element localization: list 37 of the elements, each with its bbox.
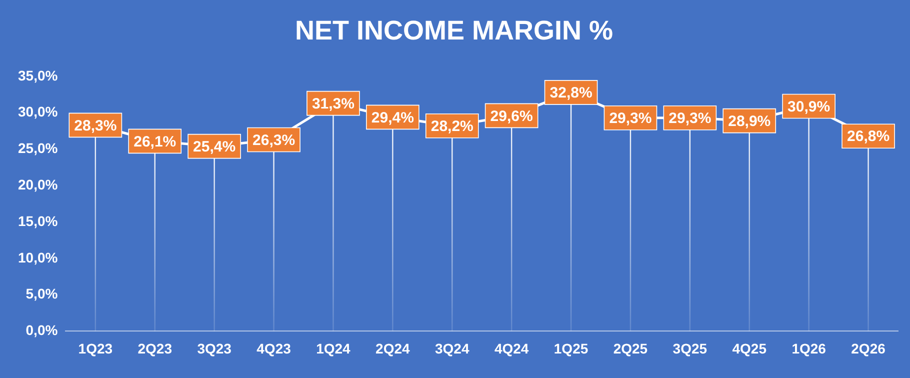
y-tick-label: 35,0% <box>18 67 58 84</box>
y-tick-label: 30,0% <box>18 104 58 120</box>
data-label: 29,3% <box>609 110 652 128</box>
data-label: 26,3% <box>252 132 296 149</box>
data-label: 25,4% <box>193 138 236 156</box>
data-label: 29,3% <box>668 110 712 128</box>
data-label: 29,6% <box>490 108 533 125</box>
data-label: 32,8% <box>550 84 592 102</box>
y-tick-label: 10,0% <box>18 249 58 266</box>
chart-title: NET INCOME MARGIN % <box>294 16 614 46</box>
y-tick-label: 5,0% <box>26 286 58 302</box>
data-label: 30,9% <box>788 98 830 116</box>
x-tick-label: 1Q24 <box>316 340 351 356</box>
x-tick-label: 1Q23 <box>78 340 113 356</box>
x-tick-label: 3Q23 <box>197 340 232 356</box>
data-label: 28,2% <box>430 118 474 136</box>
x-tick-label: 4Q25 <box>732 340 767 356</box>
x-tick-label: 2Q24 <box>376 340 410 356</box>
x-tick-label: 3Q24 <box>435 340 470 356</box>
data-label: 29,4% <box>371 109 414 126</box>
x-tick-label: 3Q25 <box>672 340 708 356</box>
data-label: 26,1% <box>134 133 176 150</box>
y-tick-label: 0,0% <box>26 322 58 338</box>
x-tick-label: 2Q23 <box>138 340 172 356</box>
x-tick-label: 1Q26 <box>792 340 826 356</box>
data-label: 26,8% <box>847 128 890 146</box>
x-tick-label: 2Q26 <box>851 340 886 356</box>
y-tick-label: 25,0% <box>18 140 58 156</box>
x-tick-label: 1Q25 <box>554 340 588 356</box>
y-tick-label: 20,0% <box>18 176 58 192</box>
y-tick-label: 15,0% <box>18 212 58 229</box>
data-label: 31,3% <box>312 95 354 112</box>
data-label: 28,3% <box>74 117 117 134</box>
x-tick-label: 4Q24 <box>494 340 529 356</box>
x-tick-label: 2Q25 <box>613 340 648 356</box>
x-tick-label: 4Q23 <box>256 340 292 356</box>
data-label: 28,9% <box>728 112 771 130</box>
